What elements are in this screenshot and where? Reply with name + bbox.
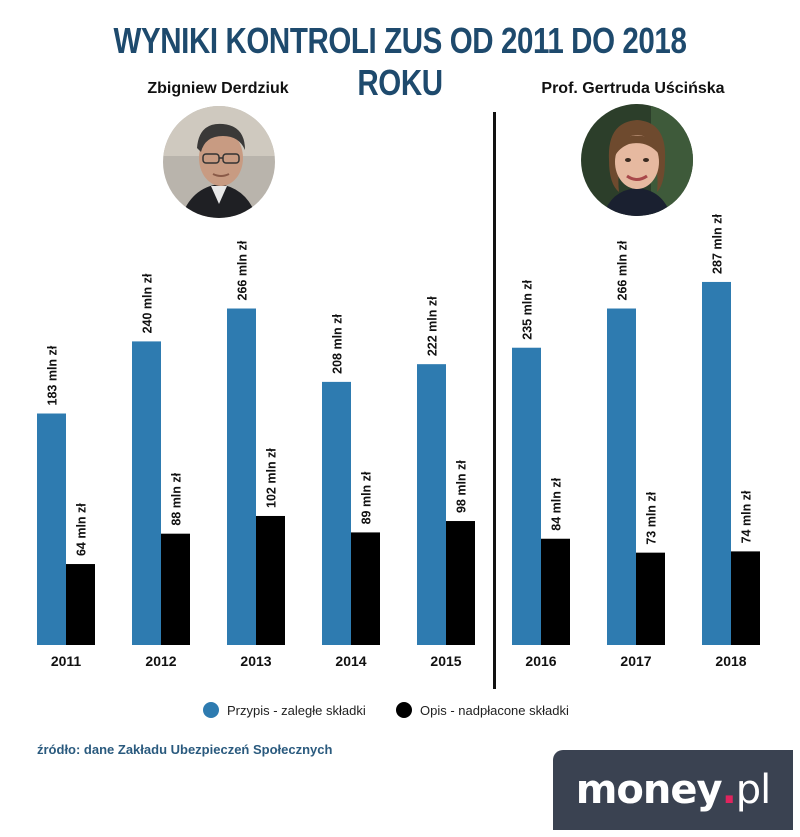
bar-opis-2013 — [256, 515, 285, 645]
source-note: źródło: dane Zakładu Ubezpieczeń Społecz… — [37, 742, 333, 757]
bar-opis-2018 — [731, 551, 760, 645]
person-name-left: Zbigniew Derdziuk — [147, 80, 289, 97]
bar-label-przypis-2013: 266 mln zł — [236, 240, 250, 300]
bar-przypis-2013 — [227, 308, 256, 645]
bar-przypis-2011 — [37, 413, 66, 645]
x-tick-label-2013: 2013 — [240, 653, 271, 669]
bar-opis-2011 — [66, 564, 95, 645]
legend-item-przypis: Przypis - zaległe składki — [203, 702, 366, 718]
legend-swatch-black — [396, 702, 412, 718]
money-pl-logo: money. pl — [553, 750, 793, 830]
chart-title: WYNIKI KONTROLI ZUS OD 2011 DO 2018 ROKU — [113, 20, 687, 103]
person-name-right: Prof. Gertruda Uścińska — [541, 80, 725, 97]
legend-item-opis: Opis - nadpłacone składki — [396, 702, 569, 718]
x-tick-label-2018: 2018 — [715, 653, 746, 669]
bar-przypis-2018 — [702, 281, 731, 645]
bar-przypis-2014 — [322, 381, 351, 645]
bar-przypis-2012 — [132, 341, 161, 645]
era-divider — [493, 112, 496, 689]
x-tick-label-2016: 2016 — [525, 653, 556, 669]
bar-opis-2016 — [541, 538, 570, 645]
bar-chart: 183 mln zł 64 mln zł 2011 240 mln zł 88 mln … — [37, 214, 760, 669]
x-tick-label-2017: 2017 — [620, 653, 651, 669]
logo-dot: . — [721, 767, 737, 813]
bar-label-opis-2016: 84 mln zł — [550, 477, 564, 530]
bar-label-przypis-2014: 208 mln zł — [331, 314, 345, 374]
bar-label-przypis-2018: 287 mln zł — [711, 214, 725, 274]
bar-label-opis-2015: 98 mln zł — [455, 460, 469, 513]
bar-opis-2012 — [161, 533, 190, 645]
x-tick-label-2012: 2012 — [145, 653, 176, 669]
bar-label-przypis-2011: 183 mln zł — [46, 345, 60, 405]
bar-przypis-2017 — [607, 308, 636, 645]
legend-label-opis: Opis - nadpłacone składki — [420, 702, 569, 718]
x-tick-label-2014: 2014 — [335, 653, 366, 669]
bar-label-przypis-2015: 222 mln zł — [426, 296, 440, 356]
bar-opis-2015 — [446, 521, 475, 645]
legend-swatch-blue — [203, 702, 219, 718]
bar-opis-2017 — [636, 552, 665, 645]
bar-label-opis-2017: 73 mln zł — [645, 491, 659, 544]
bar-label-opis-2012: 88 mln zł — [170, 472, 184, 525]
logo-text-pl: pl — [735, 767, 772, 813]
bar-przypis-2015 — [417, 364, 446, 645]
bar-przypis-2016 — [512, 347, 541, 645]
bar-label-opis-2018: 74 mln zł — [740, 490, 754, 543]
bar-label-przypis-2012: 240 mln zł — [141, 273, 155, 333]
x-tick-label-2011: 2011 — [51, 653, 82, 669]
x-tick-label-2015: 2015 — [430, 653, 461, 669]
legend-label-przypis: Przypis - zaległe składki — [227, 702, 366, 718]
bar-label-opis-2011: 64 mln zł — [75, 503, 89, 556]
bar-opis-2014 — [351, 532, 380, 645]
bar-label-przypis-2016: 235 mln zł — [521, 279, 535, 339]
bar-label-przypis-2017: 266 mln zł — [616, 240, 630, 300]
bar-label-opis-2014: 89 mln zł — [360, 471, 374, 524]
logo-text-money: money — [575, 767, 723, 813]
bar-label-opis-2013: 102 mln zł — [265, 448, 279, 508]
legend: Przypis - zaległe składki Opis - nadpłac… — [0, 702, 800, 722]
